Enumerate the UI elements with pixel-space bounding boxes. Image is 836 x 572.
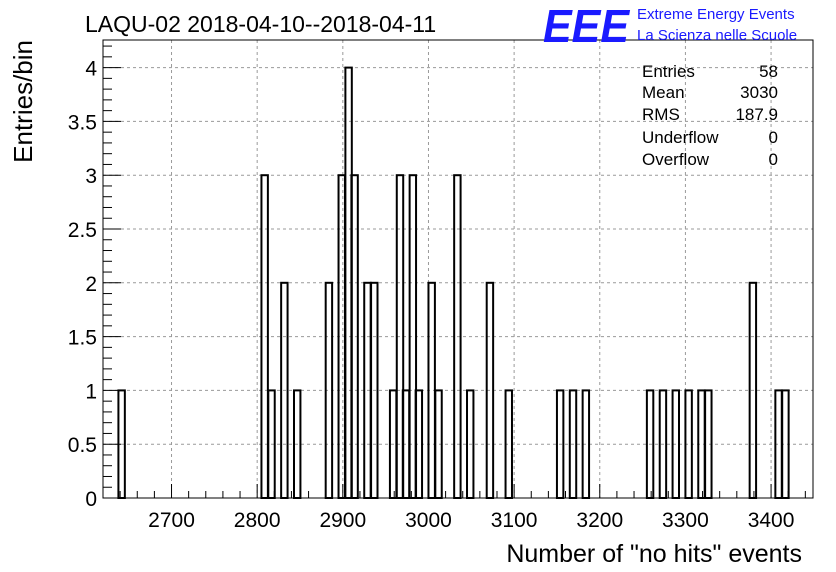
stats-entries-value: 58 <box>759 62 778 81</box>
stats-underflow-label: Underflow <box>642 128 719 147</box>
tick-labels: 2700 2800 2900 3000 3100 3200 3300 340000.511.5… <box>68 58 795 532</box>
x-tick-label: 3200 <box>576 509 623 532</box>
eee-logo: EEE Extreme Energy Events La Scienza nel… <box>543 0 797 52</box>
stats-mean-value: 3030 <box>740 83 778 102</box>
stats-overflow-value: 0 <box>769 150 778 169</box>
y-axis-label: Entries/bin <box>8 40 38 163</box>
eee-logo-line1: Extreme Energy Events <box>637 6 795 23</box>
histogram-bin <box>337 174 346 499</box>
stats-entries-label: Entries <box>642 62 695 81</box>
stats-overflow-label: Overflow <box>642 150 710 169</box>
stats-rms-label: RMS <box>642 105 680 124</box>
x-tick-label: 3000 <box>405 509 452 532</box>
histogram-bin <box>504 389 513 499</box>
y-tick-label: 0 <box>85 488 97 511</box>
stats-mean-label: Mean <box>642 83 685 102</box>
eee-logo-mark: EEE <box>543 0 630 52</box>
histogram-bin <box>684 389 693 499</box>
y-tick-label: 0.5 <box>68 434 97 457</box>
histogram-bin <box>427 281 436 499</box>
plot-frame <box>102 39 814 499</box>
stats-box: Entries 58 Mean 3030 RMS 187.9 Underflow… <box>642 62 778 169</box>
y-tick-label: 1.5 <box>68 327 97 350</box>
grid <box>103 40 813 498</box>
histogram-bin <box>434 389 443 499</box>
y-tick-label: 2 <box>85 273 97 296</box>
x-tick-label: 2800 <box>234 509 281 532</box>
y-tick-label: 4 <box>85 58 97 81</box>
x-axis-label: Number of "no hits" events <box>506 540 802 568</box>
histogram-bin <box>260 174 269 499</box>
histogram-bin <box>704 389 713 499</box>
axis-ticks <box>102 45 806 499</box>
histogram-bin <box>697 389 706 499</box>
x-tick-label: 3100 <box>491 509 538 532</box>
chart-title: LAQU-02 2018-04-10--2018-04-11 <box>85 11 436 37</box>
histogram-bin <box>350 174 359 499</box>
y-tick-label: 1 <box>85 380 97 403</box>
y-tick-label: 2.5 <box>68 219 97 242</box>
eee-logo-line2: La Scienza nelle Scuole <box>637 27 797 44</box>
histogram-bin <box>781 389 790 499</box>
histogram-bin <box>414 389 424 499</box>
y-tick-label: 3.5 <box>68 111 97 134</box>
x-tick-label: 2700 <box>148 509 195 532</box>
histogram-bars <box>117 66 790 499</box>
stats-rms-value: 187.9 <box>735 105 778 124</box>
stats-underflow-value: 0 <box>769 128 778 147</box>
y-tick-label: 3 <box>85 165 97 188</box>
histogram-bin <box>324 281 334 499</box>
x-tick-label: 3400 <box>748 509 795 532</box>
x-tick-label: 3300 <box>662 509 709 532</box>
histogram-bin <box>774 389 783 499</box>
x-tick-label: 2900 <box>319 509 366 532</box>
